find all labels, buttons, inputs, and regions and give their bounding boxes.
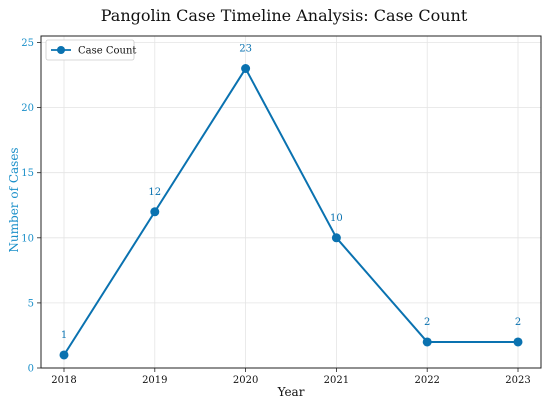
axes bbox=[40, 35, 542, 369]
y-axis-label: Number of Cases bbox=[7, 147, 21, 252]
x-ticks: 2018 2019 2020 2021 2022 2023 bbox=[51, 368, 531, 386]
series-line bbox=[63, 67, 518, 356]
x-tick-label: 2018 bbox=[51, 375, 76, 386]
legend[interactable]: Case Count bbox=[45, 39, 136, 61]
x-tick-label: 2019 bbox=[142, 375, 167, 386]
data-label: 23 bbox=[239, 44, 252, 55]
data-point[interactable] bbox=[241, 64, 251, 74]
chart-title: Pangolin Case Timeline Analysis: Case Co… bbox=[101, 6, 468, 25]
legend-marker bbox=[57, 46, 65, 54]
data-label: 10 bbox=[330, 213, 343, 224]
data-label: 12 bbox=[148, 187, 161, 198]
data-point[interactable] bbox=[59, 350, 69, 360]
x-tick-label: 2020 bbox=[233, 375, 258, 386]
y-tick-label: 10 bbox=[21, 233, 34, 244]
data-point[interactable] bbox=[422, 337, 432, 347]
data-labels: 1 12 23 10 2 2 bbox=[61, 44, 521, 341]
data-label: 2 bbox=[515, 317, 521, 328]
data-point[interactable] bbox=[331, 233, 341, 243]
y-tick-label: 20 bbox=[21, 103, 34, 114]
x-axis-label: Year bbox=[277, 385, 305, 399]
y-tick-label: 15 bbox=[21, 168, 34, 179]
legend-frame bbox=[45, 39, 135, 61]
series bbox=[59, 64, 523, 360]
x-tick-label: 2022 bbox=[414, 375, 439, 386]
data-point[interactable] bbox=[150, 207, 160, 217]
plot-frame bbox=[40, 35, 542, 369]
x-tick-label: 2023 bbox=[505, 375, 530, 386]
y-tick-label: 5 bbox=[28, 298, 34, 309]
data-point[interactable] bbox=[513, 337, 523, 347]
y-ticks: 0 5 10 15 20 25 bbox=[21, 38, 41, 375]
grid bbox=[41, 36, 541, 369]
data-label: 1 bbox=[61, 330, 67, 341]
y-tick-label: 25 bbox=[21, 38, 34, 49]
x-tick-label: 2021 bbox=[324, 375, 349, 386]
legend-label: Case Count bbox=[78, 46, 136, 57]
y-tick-label: 0 bbox=[28, 364, 34, 375]
data-label: 2 bbox=[424, 317, 430, 328]
